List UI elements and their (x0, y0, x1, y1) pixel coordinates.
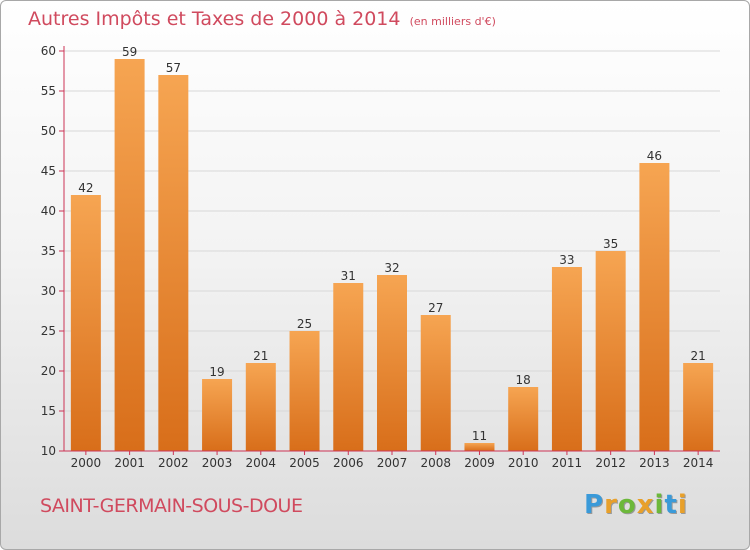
y-tick-label: 20 (41, 364, 56, 378)
y-tick-label: 40 (41, 204, 56, 218)
logo-letter: x (636, 490, 655, 520)
x-tick-label: 2005 (289, 456, 320, 470)
x-tick-label: 2000 (71, 456, 102, 470)
y-tick-label: 60 (41, 44, 56, 58)
bar[interactable] (333, 283, 364, 451)
bar[interactable] (114, 59, 145, 451)
bar-value-label: 31 (341, 269, 356, 283)
x-tick-label: 2006 (333, 456, 364, 470)
bar[interactable] (289, 331, 320, 451)
bar-value-label: 25 (297, 317, 312, 331)
bar[interactable] (464, 443, 495, 451)
bar-value-label: 21 (253, 349, 268, 363)
logo-letter: r (604, 490, 618, 520)
chart-title-unit: (en milliers d'€) (409, 15, 496, 28)
chart-title-main: Autres Impôts et Taxes de 2000 à 2014 (28, 8, 401, 30)
logo-letter: o (617, 490, 637, 520)
bar[interactable] (158, 75, 189, 451)
bar[interactable] (377, 275, 407, 451)
logo-letter: i (654, 490, 665, 520)
y-tick-label: 25 (41, 324, 56, 338)
bars (70, 59, 714, 451)
y-tick-label: 10 (41, 444, 56, 458)
y-tick-label: 15 (41, 404, 56, 418)
bar-value-label: 46 (647, 149, 662, 163)
bar[interactable] (202, 379, 233, 451)
x-tick-label: 2013 (639, 456, 670, 470)
bar[interactable] (245, 363, 276, 451)
x-tick-label: 2011 (552, 456, 583, 470)
x-tick-label: 2014 (683, 456, 714, 470)
bar-value-label: 21 (690, 349, 705, 363)
y-tick-label: 45 (41, 164, 56, 178)
bar[interactable] (683, 363, 714, 451)
bar-value-label: 27 (428, 301, 443, 315)
labels: 10 15 20 25 30 35 40 45 50 55 60 42 2000 59 2001 57 2002… (41, 44, 714, 470)
chart-title: Autres Impôts et Taxes de 2000 à 2014 (e… (28, 8, 496, 30)
x-tick-label: 2012 (595, 456, 626, 470)
bar-value-label: 11 (472, 429, 487, 443)
y-tick-label: 35 (41, 244, 56, 258)
bar[interactable] (70, 195, 101, 451)
bar-value-label: 42 (78, 181, 93, 195)
bar-value-label: 35 (603, 237, 618, 251)
x-tick-label: 2002 (158, 456, 189, 470)
bar[interactable] (508, 387, 539, 451)
x-tick-label: 2001 (114, 456, 145, 470)
x-tick-label: 2003 (202, 456, 233, 470)
bar[interactable] (639, 163, 670, 451)
bar[interactable] (595, 251, 626, 451)
x-tick-label: 2007 (377, 456, 408, 470)
x-tick-label: 2009 (464, 456, 495, 470)
bar-value-label: 19 (209, 365, 224, 379)
commune-name: SAINT-GERMAIN-SOUS-DOUE (40, 495, 303, 517)
bar-value-label: 18 (516, 373, 531, 387)
bar[interactable] (551, 267, 582, 451)
y-tick-label: 50 (41, 124, 56, 138)
y-tick-label: 55 (41, 84, 56, 98)
bar-value-label: 59 (122, 45, 137, 59)
y-tick-label: 30 (41, 284, 56, 298)
proxiti-logo[interactable]: Proxiti (584, 490, 688, 520)
x-tick-label: 2004 (246, 456, 277, 470)
axes (59, 46, 720, 455)
logo-letter: t (664, 490, 678, 520)
bar-value-label: 33 (559, 253, 574, 267)
bar-value-label: 57 (166, 61, 181, 75)
x-tick-label: 2010 (508, 456, 539, 470)
x-tick-label: 2008 (420, 456, 451, 470)
bar-value-label: 32 (384, 261, 399, 275)
logo-letter: i (677, 490, 688, 520)
bar[interactable] (420, 315, 451, 451)
logo-letter: P (584, 490, 605, 520)
